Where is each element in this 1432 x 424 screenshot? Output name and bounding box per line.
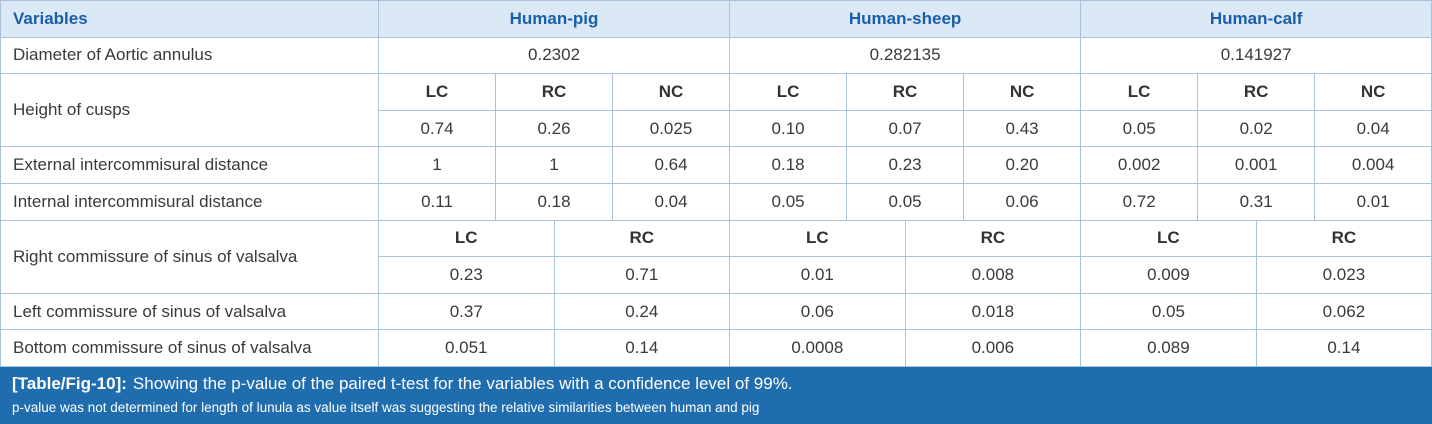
value-cell: 0.14 <box>1255 329 1432 367</box>
value-cell: 0.018 <box>904 292 1082 331</box>
subheader: LC <box>378 219 555 258</box>
row: Bottom commissure of sinus of valsalva 0.… <box>0 329 1432 367</box>
p-value-table: Variables Human-pig Human-sheep Human-calf D… <box>0 0 1432 367</box>
row-label: Internal intercommisural distance <box>0 182 379 221</box>
value-cell: 0.062 <box>1255 292 1432 331</box>
subheader: LC <box>1080 73 1199 111</box>
subheader: RC <box>846 73 965 111</box>
value-cell: 0.025 <box>611 109 731 148</box>
row: Internal intercommisural distance 0.11 0.1… <box>0 182 1432 221</box>
caption-note: p-value was not determined for length of… <box>12 399 760 415</box>
value-cell: 0.051 <box>378 329 555 367</box>
value-cell: 0.72 <box>1080 182 1199 221</box>
caption-tag: [Table/Fig-10]: <box>12 373 127 393</box>
value-cell: 0.05 <box>729 182 848 221</box>
value-cell: 0.05 <box>1080 109 1199 148</box>
group-header: Human-sheep <box>729 0 1082 38</box>
subheader: LC <box>1080 219 1257 258</box>
row-label: Height of cusps <box>0 73 379 148</box>
group-header: Human-calf <box>1080 0 1432 38</box>
row-label: Left commissure of sinus of valsalva <box>0 292 379 331</box>
value-cell: 0.71 <box>553 256 731 294</box>
value-cell: 0.05 <box>1080 292 1257 331</box>
value-cell: 0.009 <box>1080 256 1257 294</box>
subheader: NC <box>1314 73 1432 111</box>
header-row: Variables Human-pig Human-sheep Human-calf <box>0 0 1432 38</box>
subheader: LC <box>729 219 906 258</box>
value-cell: 0.37 <box>378 292 555 331</box>
value-cell: 0.06 <box>963 182 1082 221</box>
value-cell: 0.02 <box>1197 109 1316 148</box>
subheader: RC <box>553 219 731 258</box>
value-cell: 0.23 <box>846 146 965 184</box>
value-cell: 0.002 <box>1080 146 1199 184</box>
value-cell: 0.20 <box>963 146 1082 184</box>
value-cell: 0.006 <box>904 329 1082 367</box>
caption: [Table/Fig-10]: Showing the p-value of th… <box>0 366 1432 424</box>
value-cell: 0.04 <box>1314 109 1432 148</box>
caption-line: [Table/Fig-10]: Showing the p-value of th… <box>12 374 1420 394</box>
subheader: NC <box>963 73 1082 111</box>
value-cell: 0.07 <box>846 109 965 148</box>
value-cell: 0.008 <box>904 256 1082 294</box>
value-cell: 0.23 <box>378 256 555 294</box>
header-label: Variables <box>0 0 379 38</box>
value-cell: 0.05 <box>846 182 965 221</box>
value-cell: 0.141927 <box>1080 36 1432 75</box>
subheader: RC <box>904 219 1082 258</box>
value-cell: 0.001 <box>1197 146 1316 184</box>
value-row: 0.23 0.71 0.01 0.008 0.009 0.023 <box>1 256 1432 294</box>
row: Diameter of Aortic annulus 0.2302 0.282135… <box>0 36 1432 75</box>
value-cell: 0.26 <box>495 109 613 148</box>
row: Left commissure of sinus of valsalva 0.37… <box>0 292 1432 331</box>
value-cell: 0.004 <box>1314 146 1432 184</box>
subheader: RC <box>495 73 613 111</box>
value-cell: 0.023 <box>1255 256 1432 294</box>
value-cell: 0.04 <box>611 182 731 221</box>
value-cell: 0.24 <box>553 292 731 331</box>
value-cell: 0.11 <box>378 182 496 221</box>
value-cell: 0.01 <box>1314 182 1432 221</box>
subheader: RC <box>1197 73 1316 111</box>
value-cell: 0.43 <box>963 109 1082 148</box>
value-cell: 0.2302 <box>377 36 731 75</box>
row-label: Diameter of Aortic annulus <box>0 36 379 75</box>
value-cell: 1 <box>495 146 613 184</box>
row: External intercommisural distance 1 1 0.64 0… <box>0 146 1432 184</box>
row-label: External intercommisural distance <box>0 146 379 184</box>
value-cell: 0.089 <box>1080 329 1257 367</box>
value-cell: 0.06 <box>729 292 906 331</box>
value-cell: 0.18 <box>729 146 848 184</box>
row: Right commissure of sinus of valsalva LC R… <box>0 219 1432 294</box>
value-cell: 0.282135 <box>729 36 1082 75</box>
group-header: Human-pig <box>377 0 731 38</box>
row: Height of cusps LC RC NC LC RC NC LC RC NC <box>0 73 1432 148</box>
subheader: RC <box>1255 219 1432 258</box>
subheader: LC <box>378 73 496 111</box>
value-cell: 0.14 <box>553 329 731 367</box>
subheader: NC <box>611 73 731 111</box>
value-cell: 0.31 <box>1197 182 1316 221</box>
value-cell: 0.10 <box>729 109 848 148</box>
value-cell: 1 <box>378 146 496 184</box>
row-label: Bottom commissure of sinus of valsalva <box>0 329 379 367</box>
value-cell: 0.0008 <box>729 329 906 367</box>
caption-text: Showing the p-value of the paired t-test… <box>132 373 793 393</box>
value-cell: 0.01 <box>729 256 906 294</box>
value-cell: 0.18 <box>495 182 613 221</box>
subheader: LC <box>729 73 848 111</box>
row-label: Right commissure of sinus of valsalva <box>0 219 379 294</box>
value-cell: 0.74 <box>378 109 496 148</box>
value-row: 0.74 0.26 0.025 0.10 0.07 0.43 0.05 0.02 0.04 <box>1 109 1432 148</box>
value-cell: 0.64 <box>611 146 731 184</box>
